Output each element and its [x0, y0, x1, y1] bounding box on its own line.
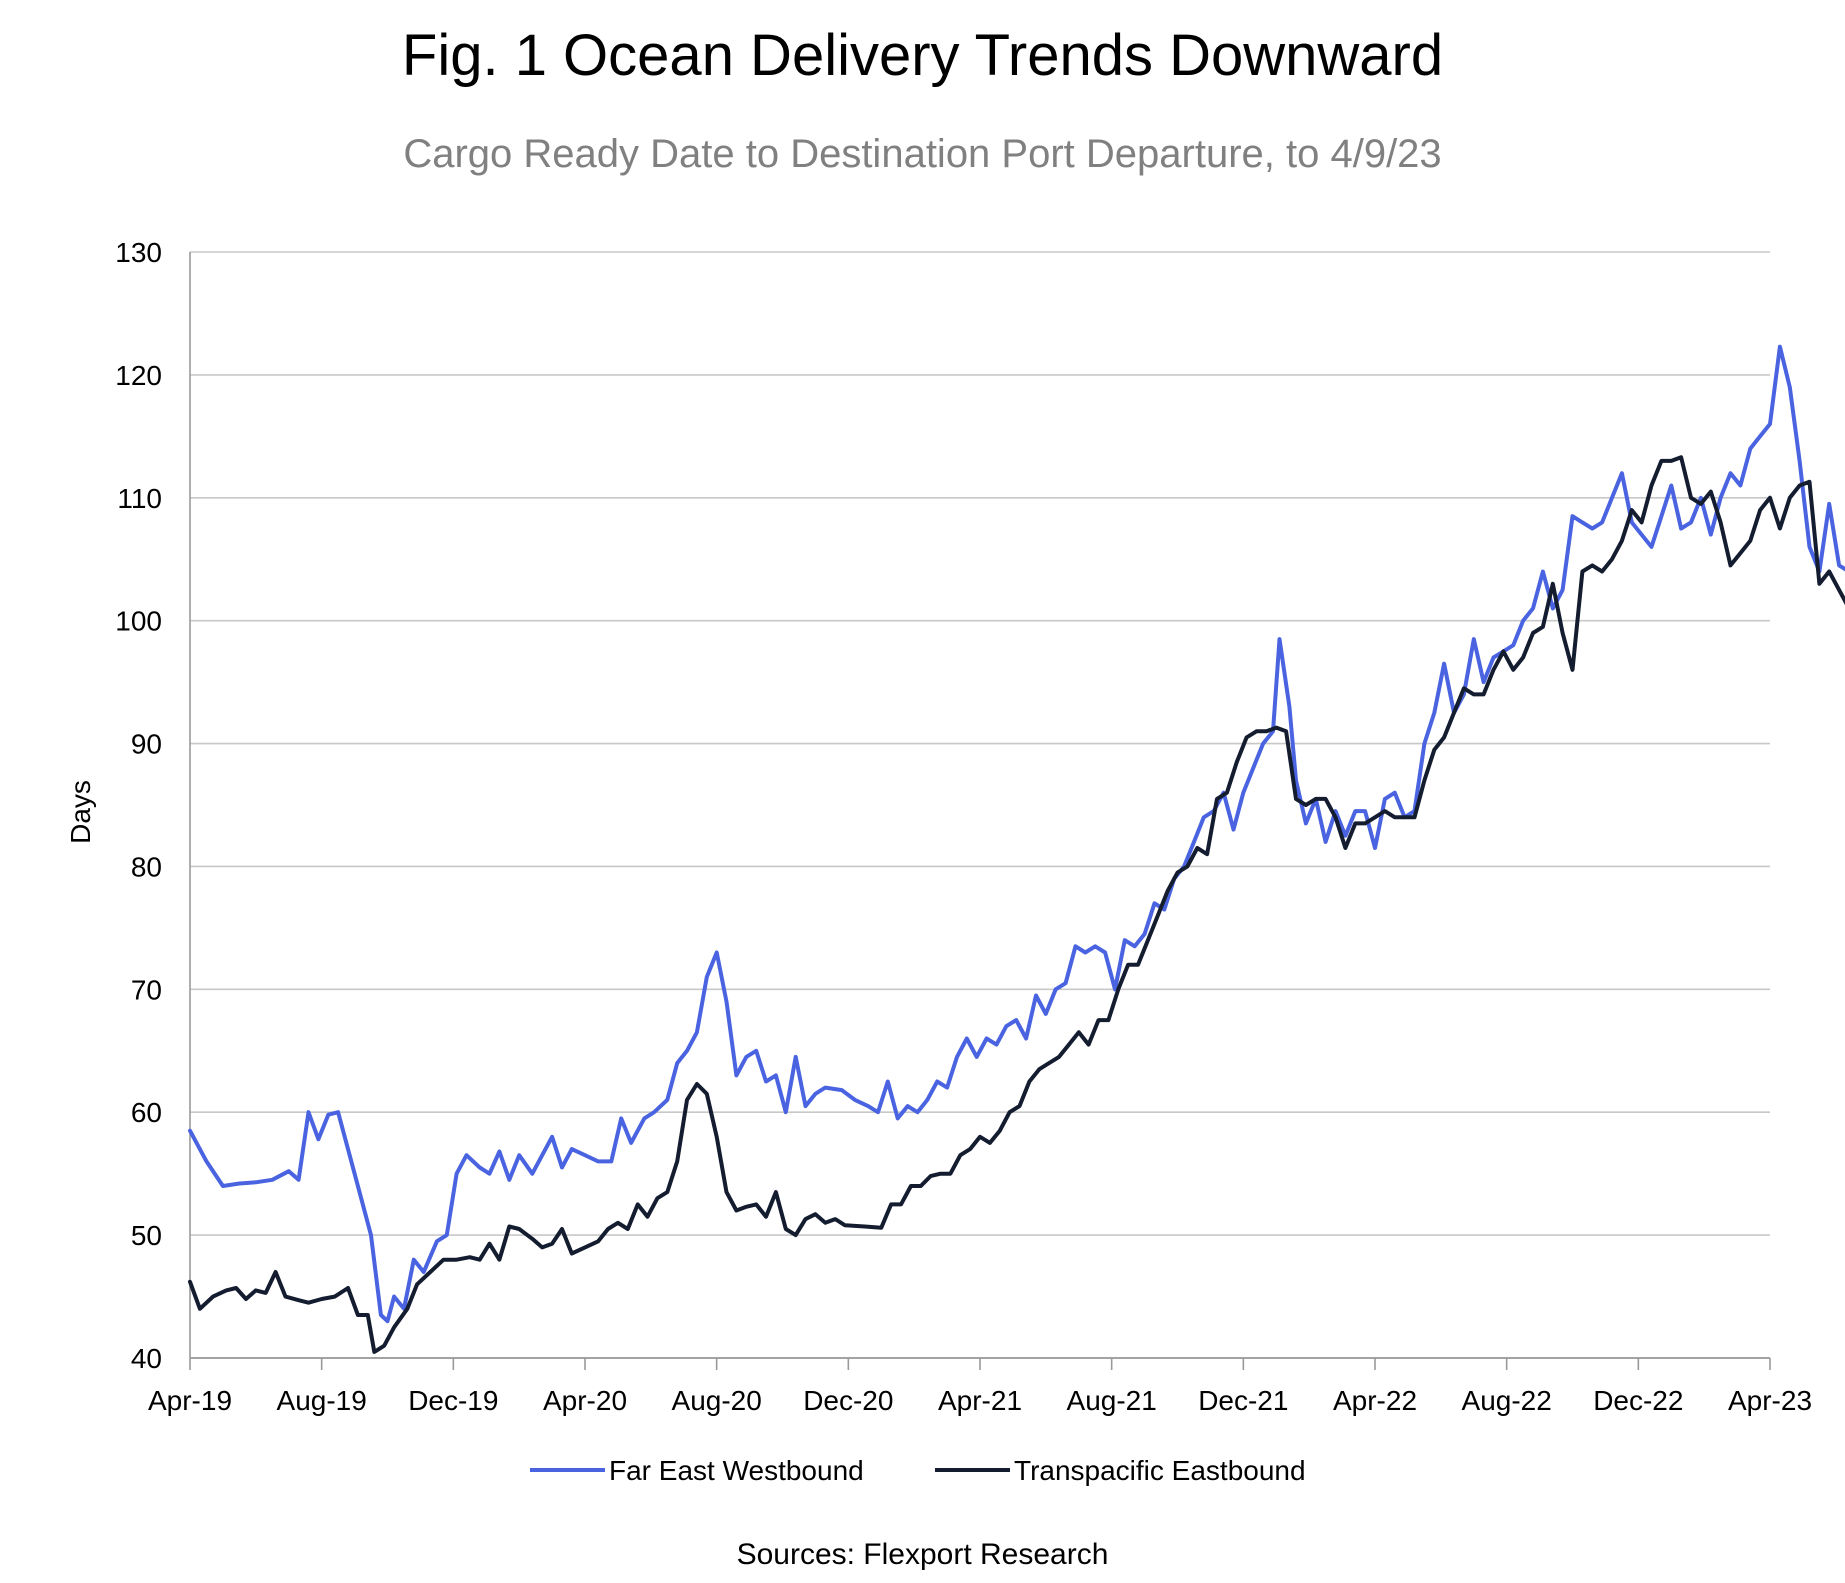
- source-note: Sources: Flexport Research: [736, 1538, 1109, 1571]
- legend-label: Far East Westbound: [609, 1455, 864, 1486]
- x-tick-label: Dec-20: [803, 1385, 893, 1416]
- y-tick-label: 80: [131, 851, 162, 882]
- x-tick-label: Aug-20: [672, 1385, 762, 1416]
- axes: 40 50 60 70 80 90 100 110 120 130 Apr-19 Aug-19 Dec-…: [115, 237, 1812, 1416]
- x-tick-label: Dec-22: [1593, 1385, 1683, 1416]
- y-tick-label: 40: [131, 1343, 162, 1374]
- x-tick-label: Apr-20: [543, 1385, 627, 1416]
- y-axis-title: Days: [65, 780, 96, 844]
- x-tick-label: Apr-22: [1333, 1385, 1417, 1416]
- y-tick-label: 130: [115, 237, 162, 268]
- legend: Far East Westbound Transpacific Eastbound: [530, 1455, 1306, 1486]
- x-tick-label: Dec-19: [408, 1385, 498, 1416]
- y-tick-label: 60: [131, 1097, 162, 1128]
- x-tick-label: Aug-19: [277, 1385, 367, 1416]
- legend-label: Transpacific Eastbound: [1014, 1455, 1306, 1486]
- y-tick-label: 90: [131, 729, 162, 760]
- y-tick-label: 100: [115, 606, 162, 637]
- x-tick-label: Aug-21: [1067, 1385, 1157, 1416]
- x-tick-label: Dec-21: [1198, 1385, 1288, 1416]
- series-line-transpacific-eastbound: [188, 455, 1845, 1354]
- x-tick-label: Apr-21: [938, 1385, 1022, 1416]
- gridlines: [190, 251, 1770, 1359]
- x-tick-label: Aug-22: [1462, 1385, 1552, 1416]
- chart-subtitle: Cargo Ready Date to Destination Port Dep…: [403, 132, 1442, 176]
- y-tick-label: 120: [115, 360, 162, 391]
- y-tick-label: 70: [131, 974, 162, 1005]
- y-tick-label: 110: [117, 483, 162, 514]
- x-tick-label: Apr-23: [1728, 1385, 1812, 1416]
- y-tick-label: 50: [131, 1220, 162, 1251]
- series-line-far-east-westbound: [188, 344, 1845, 1324]
- series-lines: [188, 344, 1845, 1354]
- x-tick-label: Apr-19: [148, 1385, 232, 1416]
- chart-title: Fig. 1 Ocean Delivery Trends Downward: [401, 23, 1444, 88]
